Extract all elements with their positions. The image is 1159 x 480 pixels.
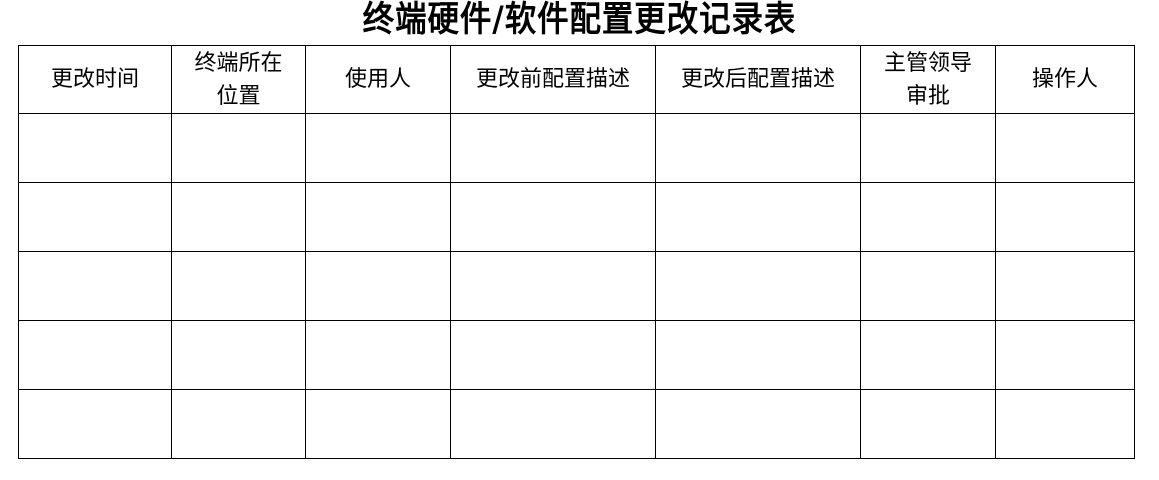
table-cell[interactable] [18, 182, 172, 252]
table-cell[interactable] [450, 182, 656, 252]
table-cell[interactable] [171, 113, 306, 183]
table-cell[interactable] [18, 389, 172, 459]
header-row: 更改时间 终端所在 位置 使用人 更改前配置描述 更改后配置描述 主管领导 审批 操作人 [18, 45, 1135, 114]
column-header-line1: 更改后配置描述 [680, 67, 835, 92]
table-cell[interactable] [450, 113, 656, 183]
column-header-line1: 更改时间 [50, 67, 139, 92]
table-cell[interactable] [860, 389, 996, 459]
table-row [18, 320, 1135, 390]
table-cell[interactable] [860, 320, 996, 390]
table-cell[interactable] [655, 113, 861, 183]
column-header: 使用人 [305, 45, 451, 114]
column-header: 终端所在 位置 [171, 45, 306, 114]
document-title: 终端硬件/软件配置更改记录表 [362, 0, 797, 40]
table-row [18, 389, 1135, 459]
column-header: 更改后配置描述 [655, 45, 861, 114]
table-cell[interactable] [995, 389, 1135, 459]
table-cell[interactable] [860, 251, 996, 321]
table-cell[interactable] [171, 389, 306, 459]
table-cell[interactable] [305, 320, 451, 390]
column-header-line1: 终端所在 [194, 50, 283, 76]
column-header-line2: 位置 [216, 83, 261, 109]
column-header-line2: 审批 [905, 83, 950, 109]
table-cell[interactable] [655, 182, 861, 252]
table-cell[interactable] [450, 389, 656, 459]
table-row [18, 113, 1135, 183]
change-record-table: 更改时间 终端所在 位置 使用人 更改前配置描述 更改后配置描述 主管领导 审批 操作人 [18, 45, 1135, 459]
table-cell[interactable] [18, 251, 172, 321]
column-header-line1: 主管领导 [883, 50, 972, 76]
column-header-line1: 使用人 [344, 67, 411, 92]
table-cell[interactable] [171, 320, 306, 390]
table-cell[interactable] [18, 113, 172, 183]
column-header: 更改前配置描述 [450, 45, 656, 114]
table-cell[interactable] [655, 389, 861, 459]
table-cell[interactable] [305, 113, 451, 183]
column-header: 更改时间 [18, 45, 172, 114]
table-row [18, 182, 1135, 252]
table-cell[interactable] [450, 251, 656, 321]
table-cell[interactable] [171, 251, 306, 321]
table-cell[interactable] [995, 251, 1135, 321]
table-cell[interactable] [305, 389, 451, 459]
table-cell[interactable] [18, 320, 172, 390]
table-row [18, 251, 1135, 321]
table-cell[interactable] [305, 251, 451, 321]
table-cell[interactable] [995, 113, 1135, 183]
column-header-line1: 更改前配置描述 [475, 67, 630, 92]
table-cell[interactable] [860, 113, 996, 183]
column-header-line1: 操作人 [1031, 67, 1098, 92]
table-cell[interactable] [171, 182, 306, 252]
table-cell[interactable] [995, 320, 1135, 390]
table-cell[interactable] [655, 251, 861, 321]
table-cell[interactable] [995, 182, 1135, 252]
table-cell[interactable] [450, 320, 656, 390]
table-cell[interactable] [860, 182, 996, 252]
table-cell[interactable] [655, 320, 861, 390]
table-cell[interactable] [305, 182, 451, 252]
column-header: 操作人 [995, 45, 1135, 114]
column-header: 主管领导 审批 [860, 45, 996, 114]
